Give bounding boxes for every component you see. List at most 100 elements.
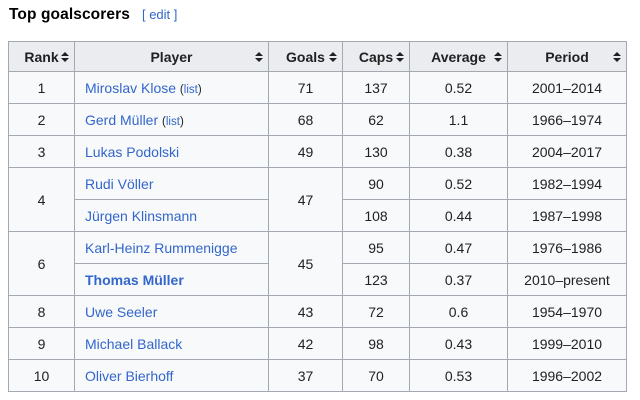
column-header-rank[interactable]: Rank: [8, 41, 75, 72]
player-link[interactable]: Uwe Seeler: [85, 303, 158, 320]
cell-period: 1987–1998: [507, 199, 627, 232]
player-link[interactable]: Michael Ballack: [85, 335, 183, 352]
sort-both-icon: [61, 51, 69, 62]
table-row: 8 Uwe Seeler 43 72 0.6 1954–1970: [8, 295, 627, 328]
cell-average: 0.38: [409, 135, 508, 168]
edit-link[interactable]: edit: [149, 7, 171, 22]
cell-rank: 4: [8, 167, 75, 232]
cell-rank: 10: [8, 359, 75, 392]
cell-goals: 47: [268, 167, 343, 232]
cell-rank: 8: [8, 295, 75, 328]
cell-player: Michael Ballack: [74, 327, 269, 360]
cell-goals: 49: [268, 135, 343, 168]
paren-open: (: [162, 115, 166, 128]
cell-player: Thomas Müller: [74, 263, 269, 296]
column-header-label: Goals: [286, 48, 325, 65]
player-link[interactable]: Miroslav Klose: [85, 79, 177, 96]
cell-player: Uwe Seeler: [74, 295, 269, 328]
cell-period: 1999–2010: [507, 327, 627, 360]
player-link[interactable]: Gerd Müller: [85, 111, 159, 128]
table-header-row: Rank Player Goals Caps Average Period: [8, 41, 627, 72]
sort-both-icon: [255, 51, 263, 62]
column-header-label: Average: [431, 48, 486, 65]
top-goalscorers-table: Rank Player Goals Caps Average Period 1 Mirosl…: [8, 41, 627, 392]
cell-average: 0.6: [409, 295, 508, 328]
column-header-label: Player: [150, 48, 193, 65]
sort-both-icon: [396, 51, 404, 62]
cell-period: 1996–2002: [507, 359, 627, 392]
column-header-player[interactable]: Player: [74, 41, 269, 72]
edit-bracket-close: ]: [173, 7, 178, 22]
cell-average: 0.44: [409, 199, 508, 232]
cell-player: Gerd Müller (list): [74, 103, 269, 136]
sort-both-icon: [329, 51, 337, 62]
edit-bracket-open: [: [141, 7, 146, 22]
table-row: 9 Michael Ballack 42 98 0.43 1999–2010: [8, 327, 627, 360]
cell-caps: 72: [342, 295, 410, 328]
cell-caps: 62: [342, 103, 410, 136]
cell-goals: 42: [268, 327, 343, 360]
cell-period: 2001–2014: [507, 71, 627, 104]
column-header-average[interactable]: Average: [409, 41, 508, 72]
cell-average: 0.53: [409, 359, 508, 392]
column-header-goals[interactable]: Goals: [268, 41, 343, 72]
player-link[interactable]: Jürgen Klinsmann: [85, 207, 198, 224]
column-header-period[interactable]: Period: [507, 41, 627, 72]
cell-average: 0.52: [409, 71, 508, 104]
edit-section: [ edit ]: [142, 7, 177, 22]
page-title: Top goalscorers: [9, 6, 130, 23]
player-link[interactable]: Oliver Bierhoff: [85, 367, 174, 384]
cell-period: 2010–present: [507, 263, 627, 296]
paren-close: ): [179, 115, 184, 128]
cell-goals: 71: [268, 71, 343, 104]
table-row: 2 Gerd Müller (list) 68 62 1.1 1966–1974: [8, 103, 627, 136]
cell-player: Rudi Völler: [74, 167, 269, 200]
table-row: 1 Miroslav Klose (list) 71 137 0.52 2001–2014: [8, 71, 627, 104]
player-link[interactable]: Thomas Müller: [85, 271, 184, 288]
cell-rank: 1: [8, 71, 75, 104]
cell-average: 0.43: [409, 327, 508, 360]
cell-period: 1976–1986: [507, 231, 627, 264]
cell-rank: 2: [8, 103, 75, 136]
column-header-label: Rank: [24, 48, 59, 65]
cell-period: 1954–1970: [507, 295, 627, 328]
cell-average: 1.1: [409, 103, 508, 136]
table-row: 6 Karl-Heinz Rummenigge 45 95 0.47 1976–1986: [8, 231, 627, 296]
column-header-label: Period: [545, 48, 589, 65]
column-header-label: Caps: [358, 48, 394, 65]
cell-goals: 45: [268, 231, 343, 296]
cell-player: Miroslav Klose (list): [74, 71, 269, 104]
cell-caps: 70: [342, 359, 410, 392]
cell-goals: 43: [268, 295, 343, 328]
table-row: Thomas Müller 123 0.37 2010–present: [9, 263, 627, 296]
cell-caps: 130: [342, 135, 410, 168]
list-link-note: (list): [162, 116, 184, 128]
player-link[interactable]: Karl-Heinz Rummenigge: [85, 239, 238, 256]
sort-both-icon: [613, 51, 621, 62]
list-link-note: (list): [180, 84, 202, 96]
cell-player: Oliver Bierhoff: [74, 359, 269, 392]
cell-average: 0.37: [409, 263, 508, 296]
cell-caps: 123: [342, 263, 410, 296]
list-link[interactable]: list: [165, 115, 180, 128]
cell-player: Karl-Heinz Rummenigge: [74, 231, 269, 264]
cell-player: Lukas Podolski: [74, 135, 269, 168]
cell-average: 0.52: [409, 167, 508, 200]
cell-goals: 37: [268, 359, 343, 392]
table-row: 3 Lukas Podolski 49 130 0.38 2004–2017: [8, 135, 627, 168]
table-body: 1 Miroslav Klose (list) 71 137 0.52 2001–2014…: [8, 71, 627, 392]
column-header-caps[interactable]: Caps: [342, 41, 410, 72]
table-row: 10 Oliver Bierhoff 37 70 0.53 1996–2002: [8, 359, 627, 392]
cell-player: Jürgen Klinsmann: [74, 199, 269, 232]
table-row: Jürgen Klinsmann 108 0.44 1987–1998: [9, 199, 627, 232]
player-link[interactable]: Lukas Podolski: [85, 143, 180, 160]
list-link[interactable]: list: [183, 83, 198, 96]
cell-rank: 3: [8, 135, 75, 168]
cell-caps: 90: [342, 167, 410, 200]
sort-both-icon: [494, 51, 502, 62]
cell-caps: 98: [342, 327, 410, 360]
cell-caps: 95: [342, 231, 410, 264]
cell-average: 0.47: [409, 231, 508, 264]
player-link[interactable]: Rudi Völler: [85, 175, 154, 192]
cell-goals: 68: [268, 103, 343, 136]
